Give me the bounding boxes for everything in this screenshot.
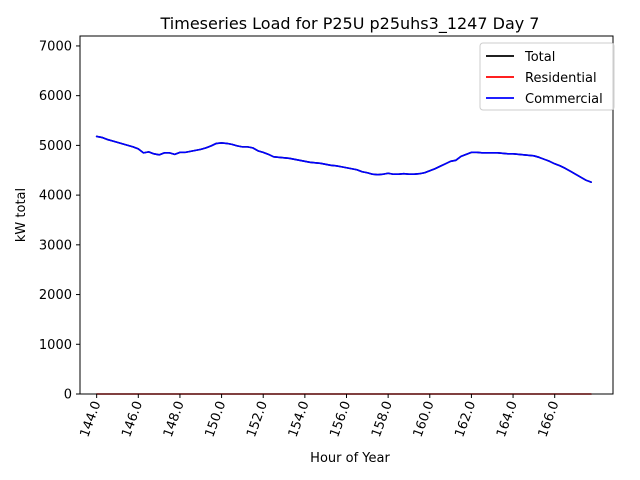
y-tick-label: 7000 (39, 39, 72, 54)
series-line-commercial (95, 135, 592, 183)
y-tick-label: 0 (64, 388, 72, 403)
chart-title: Timeseries Load for P25U p25uhs3_1247 Da… (160, 14, 540, 34)
legend-label-residential: Residential (525, 71, 597, 86)
legend: Total Residential Commercial (479, 42, 615, 111)
y-tick-label: 2000 (39, 288, 72, 303)
legend-box (479, 42, 615, 111)
y-axis-title: kW total (14, 188, 29, 242)
y-tick-label: 3000 (39, 238, 72, 253)
legend-label-commercial: Commercial (525, 92, 603, 107)
legend-label-total: Total (524, 50, 555, 65)
y-axis: 0 1000 2000 3000 4000 5000 6000 7000 (39, 39, 80, 403)
y-tick-label: 1000 (39, 338, 72, 353)
x-axis-title: Hour of Year (310, 451, 390, 466)
y-tick-label: 6000 (39, 89, 72, 104)
y-tick-label: 5000 (39, 139, 72, 154)
y-tick-label: 4000 (39, 189, 72, 204)
